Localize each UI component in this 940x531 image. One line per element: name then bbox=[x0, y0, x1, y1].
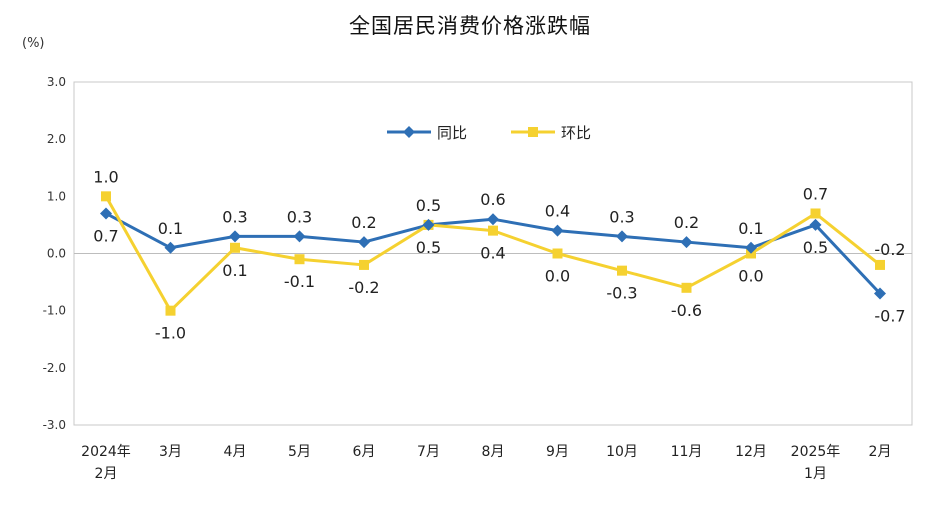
chart-title: 全国居民消费价格涨跌幅 bbox=[349, 14, 591, 38]
x-tick-label: 9月 bbox=[546, 444, 569, 460]
data-point-mom bbox=[617, 265, 627, 276]
x-tick-label: 10月 bbox=[606, 444, 638, 460]
data-point-yoy bbox=[551, 224, 564, 237]
data-point-yoy bbox=[680, 236, 693, 249]
data-point-mom bbox=[359, 259, 369, 270]
data-label-yoy: 0.3 bbox=[287, 207, 312, 226]
data-point-yoy bbox=[358, 236, 370, 249]
x-tick-label: 7月 bbox=[417, 444, 440, 460]
data-label-yoy: 0.2 bbox=[674, 213, 699, 232]
x-tick-label: 6月 bbox=[353, 444, 376, 460]
data-label-mom: -0.3 bbox=[606, 284, 637, 303]
data-label-yoy: 0.3 bbox=[222, 207, 247, 226]
data-point-mom bbox=[875, 259, 885, 270]
data-label-mom: 0.0 bbox=[545, 267, 570, 286]
data-label-yoy: 0.1 bbox=[158, 219, 183, 238]
x-tick-label: 2月 bbox=[95, 466, 118, 482]
data-point-yoy bbox=[293, 230, 306, 243]
data-point-mom bbox=[681, 282, 692, 293]
y-tick-label: 1.0 bbox=[47, 189, 66, 203]
data-label-mom: -0.6 bbox=[671, 301, 702, 320]
data-point-yoy bbox=[487, 213, 499, 226]
data-point-mom bbox=[488, 225, 498, 236]
y-tick-label: 0.0 bbox=[47, 247, 66, 261]
data-label-yoy: 0.1 bbox=[738, 219, 763, 238]
data-point-yoy bbox=[809, 218, 822, 231]
data-label-mom: 0.5 bbox=[416, 238, 441, 257]
x-tick-label: 2月 bbox=[869, 444, 892, 460]
data-label-yoy: 0.7 bbox=[93, 226, 118, 245]
data-label-yoy: 0.5 bbox=[416, 196, 441, 215]
data-label-yoy: 0.6 bbox=[480, 190, 505, 209]
data-point-yoy bbox=[164, 241, 177, 254]
x-tick-label: 1月 bbox=[804, 466, 827, 482]
data-label-mom: 0.1 bbox=[222, 261, 247, 280]
data-label-mom: 0.4 bbox=[480, 244, 505, 263]
data-point-mom bbox=[294, 254, 305, 265]
data-point-mom bbox=[101, 191, 111, 202]
data-label-yoy: -0.7 bbox=[874, 307, 905, 326]
legend-marker-yoy bbox=[403, 126, 415, 138]
data-label-mom: -0.1 bbox=[284, 272, 315, 291]
data-label-yoy: 0.4 bbox=[545, 202, 570, 221]
y-tick-label: 2.0 bbox=[47, 132, 66, 146]
legend-label-mom: 环比 bbox=[561, 124, 591, 142]
data-label-mom: -0.2 bbox=[348, 278, 379, 297]
data-label-mom: -0.2 bbox=[874, 240, 905, 259]
x-tick-label: 5月 bbox=[288, 444, 311, 460]
data-point-yoy bbox=[874, 287, 886, 300]
data-label-yoy: 0.2 bbox=[351, 213, 376, 232]
data-label-mom: 0.0 bbox=[738, 267, 763, 286]
legend-label-yoy: 同比 bbox=[437, 124, 467, 142]
data-point-mom bbox=[230, 242, 240, 253]
x-tick-label: 2025年 bbox=[791, 444, 841, 460]
y-axis-unit-label: (%) bbox=[22, 36, 45, 51]
data-point-yoy bbox=[100, 207, 112, 220]
x-tick-label: 12月 bbox=[735, 444, 767, 460]
x-tick-label: 2024年 bbox=[81, 444, 131, 460]
data-label-mom: 1.0 bbox=[93, 167, 118, 186]
y-tick-label: -1.0 bbox=[43, 304, 66, 318]
data-point-mom bbox=[552, 248, 563, 259]
data-point-yoy bbox=[422, 218, 435, 231]
data-point-yoy bbox=[745, 241, 757, 254]
data-label-mom: -1.0 bbox=[155, 324, 186, 343]
y-tick-label: -2.0 bbox=[43, 361, 66, 375]
data-point-mom bbox=[165, 305, 176, 316]
data-label-yoy: 0.3 bbox=[609, 207, 634, 226]
data-point-yoy bbox=[229, 230, 241, 243]
x-tick-label: 3月 bbox=[159, 444, 182, 460]
data-point-mom bbox=[810, 208, 821, 219]
y-tick-label: 3.0 bbox=[47, 75, 66, 89]
x-tick-label: 8月 bbox=[482, 444, 505, 460]
x-tick-label: 11月 bbox=[671, 444, 703, 460]
data-label-yoy: 0.5 bbox=[803, 238, 828, 257]
data-label-mom: 0.7 bbox=[803, 184, 828, 203]
data-point-yoy bbox=[616, 230, 628, 243]
x-tick-label: 4月 bbox=[224, 444, 247, 460]
y-tick-label: -3.0 bbox=[43, 418, 66, 432]
legend-marker-mom bbox=[528, 127, 538, 137]
